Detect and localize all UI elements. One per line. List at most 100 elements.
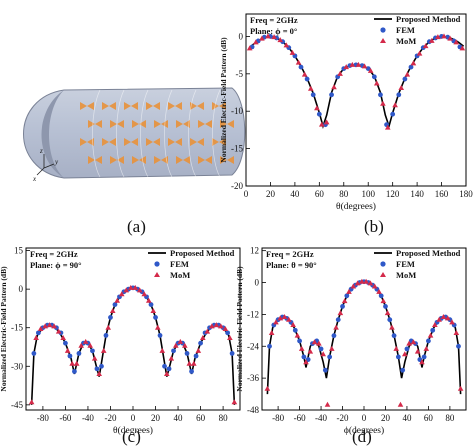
x-tick-label: -20 <box>104 413 116 423</box>
fem-point <box>421 354 427 360</box>
mom-point <box>73 360 80 366</box>
mom-point <box>427 332 434 338</box>
mom-point <box>289 49 296 55</box>
fem-point <box>329 92 334 98</box>
fem-point <box>189 369 194 374</box>
bowtie-element <box>154 156 168 164</box>
mom-point <box>301 71 308 77</box>
fem-point <box>318 346 324 352</box>
mom-point <box>118 291 125 297</box>
fem-point <box>322 367 328 373</box>
x-tick-label: 0 <box>131 413 136 423</box>
bowtie-element <box>198 120 212 128</box>
mom-point <box>273 319 279 325</box>
bowtie-element <box>176 120 190 128</box>
mom-point <box>354 280 361 286</box>
mom-point <box>346 288 352 294</box>
fem-point <box>402 76 408 82</box>
fem-point <box>305 357 311 362</box>
fem-point <box>391 333 397 339</box>
mom-point <box>204 328 211 334</box>
mom-point <box>259 35 265 41</box>
x-tick-label: 40 <box>174 413 184 423</box>
bowtie-element <box>124 138 138 146</box>
fem-point <box>198 340 203 346</box>
x-tick-label: -40 <box>82 413 94 423</box>
mom-point <box>286 316 292 322</box>
mom-point <box>320 351 326 357</box>
plot-frame <box>245 13 467 187</box>
fem-point <box>396 92 402 98</box>
mom-point <box>363 278 369 284</box>
mom-point <box>209 323 215 329</box>
bowtie-element <box>80 138 94 146</box>
grid-arc <box>92 89 101 178</box>
mom-point <box>82 338 89 344</box>
mom-point <box>398 85 405 91</box>
mom-point <box>440 314 447 320</box>
fem-point <box>387 317 393 323</box>
mom-point <box>447 35 453 41</box>
mom-point <box>141 291 148 297</box>
x-tick-label: 20 <box>381 413 391 423</box>
y-tick-label: 0 <box>239 31 244 41</box>
x-tick-label: -60 <box>59 413 71 423</box>
fem-point <box>378 293 384 299</box>
mom-point <box>343 64 350 70</box>
mom-point <box>423 345 430 351</box>
mom-point <box>46 322 53 328</box>
mom-point <box>163 371 170 376</box>
fem-point <box>430 327 436 333</box>
mom-point <box>150 308 157 313</box>
y-tick-label: -12 <box>247 309 259 319</box>
mom-point <box>406 340 412 346</box>
axis-label-y: y <box>54 158 59 166</box>
x-tick-label: -20 <box>337 413 349 423</box>
y-tick-label: 0 <box>255 278 260 288</box>
x-tick-label: -60 <box>294 413 306 423</box>
mom-point <box>154 324 161 330</box>
mom-point <box>100 347 107 353</box>
mom-point <box>298 345 305 351</box>
mom-point <box>222 326 229 331</box>
mom-point <box>328 345 335 351</box>
mom-point <box>145 297 152 303</box>
legend-mom-swatch <box>380 38 386 43</box>
fem-point <box>426 338 431 344</box>
bowtie-element <box>146 138 160 146</box>
y-tick-label: -5 <box>236 69 244 79</box>
mom-point <box>314 105 320 111</box>
fem-point <box>404 346 410 352</box>
mom-point <box>96 371 103 376</box>
bowtie-element <box>212 138 226 146</box>
x-tick-label: 80 <box>219 413 229 423</box>
legend-entry: MoM <box>170 270 190 280</box>
mom-point <box>51 323 57 329</box>
fem-point <box>383 304 388 309</box>
fem-point <box>225 330 231 336</box>
mom-point <box>410 60 417 66</box>
y-axis-label: Normalized Electric-Field Pattern (dB) <box>0 266 8 392</box>
bowtie-element <box>80 102 94 110</box>
x-axis-label: θ(degrees) <box>113 425 153 436</box>
mom-point <box>355 61 362 67</box>
legend-entry: Proposed Method <box>170 248 235 258</box>
fem-point <box>292 327 298 333</box>
fem-point <box>327 354 333 360</box>
fem-point <box>310 92 316 98</box>
x-tick-label: 80 <box>445 413 455 423</box>
chart-d: -80 -60 -40 -20 0 20 40 60 80 12 0 -12 -24 -36 -48 ϕ(de… <box>235 246 467 446</box>
fem-point <box>340 304 345 309</box>
cylinder-illustration: z y x <box>23 87 246 183</box>
bowtie-element <box>88 156 102 164</box>
mom-point <box>361 63 368 69</box>
mom-point <box>246 45 253 51</box>
fem-point <box>162 363 167 369</box>
mom-point <box>64 347 71 353</box>
y-axis-label: Normalized Electric-Field Pattern (dB) <box>235 266 244 392</box>
mom-point <box>380 298 387 304</box>
x-tick-label: 0 <box>362 413 367 423</box>
series-line <box>30 287 236 405</box>
